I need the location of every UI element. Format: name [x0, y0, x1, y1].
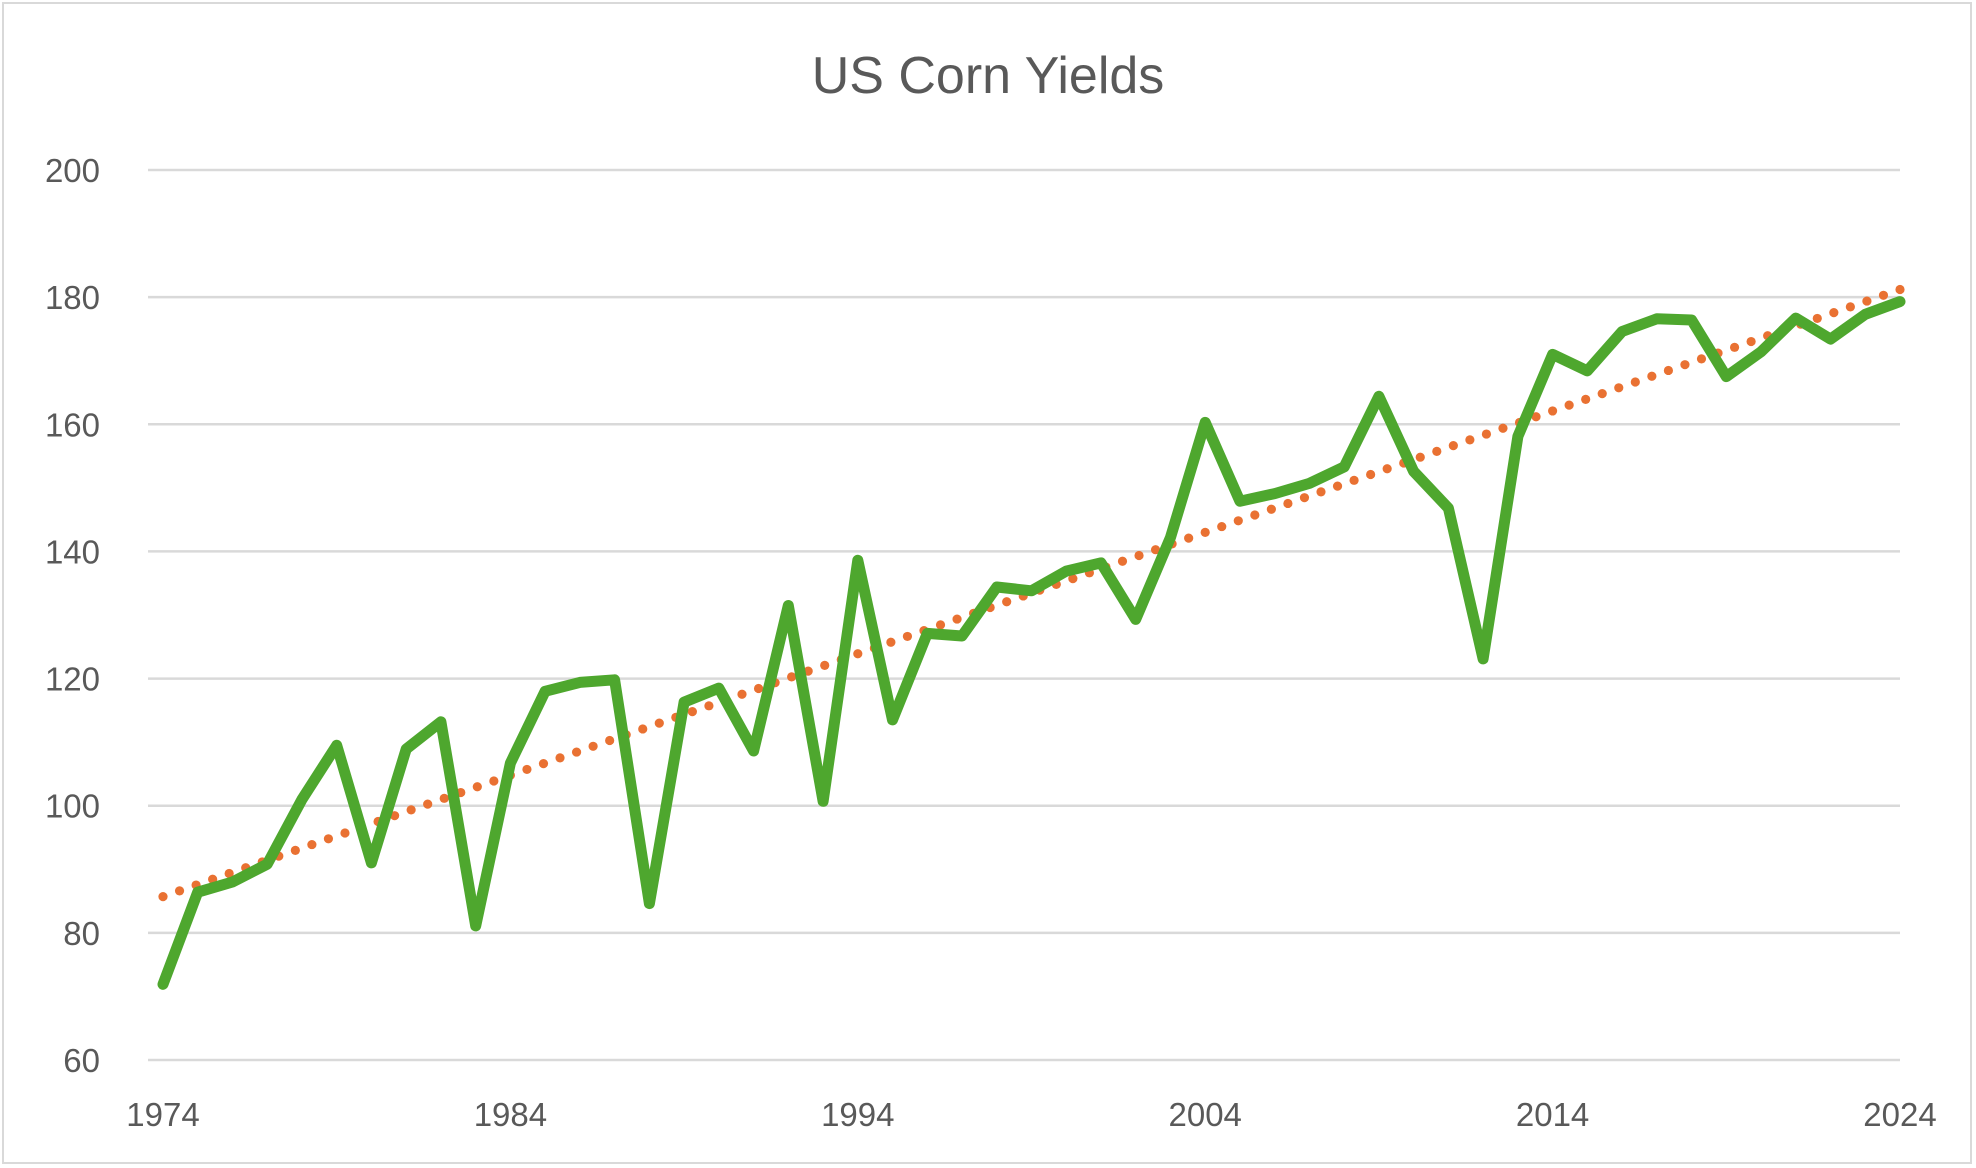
trend-dot [753, 683, 764, 694]
trend-dot [1862, 296, 1872, 306]
trend-dot [1002, 597, 1012, 607]
trend-dot [1498, 423, 1508, 433]
trend-dot [1366, 469, 1376, 480]
trend-dot [1150, 545, 1161, 555]
trend-dot [538, 759, 549, 769]
trend-dot [1647, 371, 1657, 381]
trend-dot [638, 724, 648, 734]
x-tick-label: 2024 [1863, 1096, 1936, 1133]
gridlines [148, 168, 1900, 1062]
trend-dot [1299, 493, 1310, 503]
trend-dot [1448, 441, 1458, 451]
trend-dot [1829, 308, 1839, 318]
trend-dot [886, 637, 896, 647]
trend-dot [1746, 336, 1756, 347]
trend-dot [1548, 406, 1558, 416]
trend-dot [605, 735, 615, 746]
trend-dot [1729, 342, 1740, 352]
trend-dot [1068, 574, 1078, 584]
x-tick-label: 1984 [474, 1096, 547, 1133]
trend-dot [571, 747, 582, 757]
x-tick-label: 1974 [126, 1096, 199, 1133]
trend-dot [1812, 313, 1822, 324]
trend-dot [1531, 412, 1541, 422]
trend-dot [555, 753, 565, 763]
trend-dot [522, 764, 532, 775]
trend-dot [439, 793, 449, 803]
trend-dot [158, 892, 168, 902]
trend-dot [1233, 516, 1243, 526]
trend-dot [290, 845, 300, 855]
y-tick-label: 160 [45, 406, 100, 443]
trend-dot [472, 782, 482, 792]
trend-dot [787, 672, 797, 682]
x-axis-ticks: 1974 1984 1994 2004 2014 2024 [126, 1096, 1936, 1133]
trend-dot [1630, 377, 1640, 387]
trend-dot [340, 828, 350, 838]
y-tick-label: 80 [63, 915, 100, 952]
trend-dot [406, 805, 416, 815]
trend-dot [902, 631, 913, 642]
trend-dot [1696, 354, 1707, 364]
trend-dot [489, 776, 499, 786]
chart-title: US Corn Yields [812, 47, 1165, 105]
trend-dot [1663, 365, 1673, 376]
trend-dot [1134, 550, 1144, 561]
y-tick-label: 180 [45, 279, 100, 316]
trend-dot [1614, 383, 1624, 393]
x-tick-label: 1994 [821, 1096, 894, 1133]
trend-dot [704, 701, 714, 711]
trend-dot [687, 706, 697, 717]
trend-dot [1117, 556, 1128, 566]
trend-dot [935, 620, 946, 630]
series-line-corn-yield [157, 296, 1906, 990]
trend-dot [174, 886, 185, 896]
trend-dot [1316, 487, 1326, 497]
trend-dot [1481, 429, 1492, 439]
y-tick-label: 120 [45, 661, 100, 698]
trend-dot [1349, 475, 1359, 485]
trend-dot [654, 718, 664, 728]
trend-dot [224, 868, 234, 879]
trend-dot [1581, 394, 1591, 404]
x-tick-label: 2004 [1168, 1096, 1241, 1133]
trend-dot [853, 649, 863, 659]
trend-dot [1895, 284, 1905, 295]
trend-dot [1184, 533, 1194, 543]
trend-dot [1680, 360, 1690, 370]
y-tick-label: 200 [45, 152, 100, 189]
trend-dot [820, 660, 830, 670]
trend-dot [1564, 400, 1574, 410]
trend-dot [1415, 452, 1425, 462]
trend-dot [323, 834, 334, 844]
trend-dot [1200, 527, 1210, 537]
trend-dot [588, 741, 598, 751]
trend-dot [737, 689, 747, 699]
series-points [163, 301, 1900, 984]
trend-dot [1432, 446, 1442, 457]
trend-dot [1332, 481, 1343, 491]
trend-dot [1283, 498, 1293, 509]
trend-dot [1845, 302, 1855, 312]
y-tick-label: 100 [45, 788, 100, 825]
trend-dot [1250, 510, 1260, 520]
trend-dot [1878, 290, 1889, 300]
trend-dot [1597, 388, 1607, 399]
trend-dot [952, 614, 962, 624]
trend-dot [1465, 435, 1475, 445]
trend-dot [1217, 521, 1227, 532]
trend-dot [307, 839, 317, 850]
trend-dot [423, 799, 433, 809]
trend-dot [1382, 464, 1392, 474]
x-tick-label: 2014 [1516, 1096, 1589, 1133]
y-axis-ticks: 60 80 100 120 140 160 180 200 [45, 152, 100, 1079]
trend-dot [1266, 504, 1276, 514]
y-tick-label: 140 [45, 533, 100, 570]
trend-dot [390, 811, 400, 821]
y-tick-label: 60 [63, 1042, 100, 1079]
